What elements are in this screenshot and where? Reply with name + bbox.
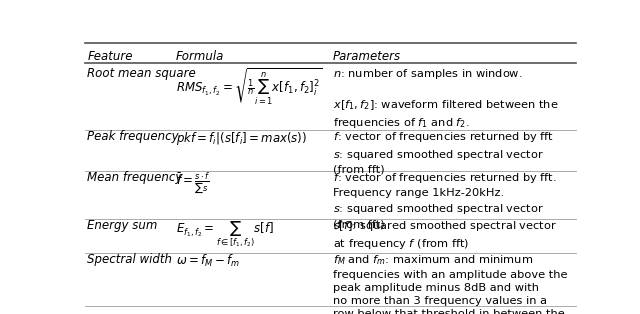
- Text: Parameters: Parameters: [333, 50, 401, 63]
- Text: $f$: vector of frequencies returned by fft.
Frequency range 1kHz-20kHz.
$s$: squ: $f$: vector of frequencies returned by f…: [333, 171, 556, 229]
- Text: $f$: vector of frequencies returned by fft
$s$: squared smoothed spectral vector: $f$: vector of frequencies returned by f…: [333, 130, 554, 175]
- Text: Root mean square: Root mean square: [88, 67, 196, 80]
- Text: Peak frequency: Peak frequency: [88, 130, 179, 143]
- Text: $E_{f_1,f_2} = \sum_{f \in [f_1,f_2)} s[f]$: $E_{f_1,f_2} = \sum_{f \in [f_1,f_2)} s[…: [176, 219, 274, 249]
- Text: Formula: Formula: [176, 50, 224, 63]
- Text: Mean frequency: Mean frequency: [88, 171, 183, 184]
- Text: $s[f]$: squared smoothed spectral vector
at frequency $f$ (from fft): $s[f]$: squared smoothed spectral vector…: [333, 219, 557, 251]
- Text: $n$: number of samples in window.

$x[f_1, f_2]$: waveform filtered between the
: $n$: number of samples in window. $x[f_1…: [333, 67, 559, 130]
- Text: Spectral width: Spectral width: [88, 253, 172, 266]
- Text: Energy sum: Energy sum: [88, 219, 158, 232]
- Text: $\bar{f} = \frac{s \cdot f}{\sum s}$: $\bar{f} = \frac{s \cdot f}{\sum s}$: [176, 171, 211, 196]
- Text: Feature: Feature: [88, 50, 133, 63]
- Text: $f_M$ and $f_m$: maximum and minimum
frequencies with an amplitude above the
pea: $f_M$ and $f_m$: maximum and minimum fre…: [333, 253, 568, 314]
- Text: $RMS_{f_1,f_2} = \sqrt{\frac{1}{n}\sum_{i=1}^{n}x[f_1,f_2]_i^2}$: $RMS_{f_1,f_2} = \sqrt{\frac{1}{n}\sum_{…: [176, 67, 323, 107]
- Text: $pkf = f_i|(s[f_i] = max(s))$: $pkf = f_i|(s[f_i] = max(s))$: [176, 130, 307, 147]
- Text: $\omega = f_M - f_m$: $\omega = f_M - f_m$: [176, 253, 240, 269]
